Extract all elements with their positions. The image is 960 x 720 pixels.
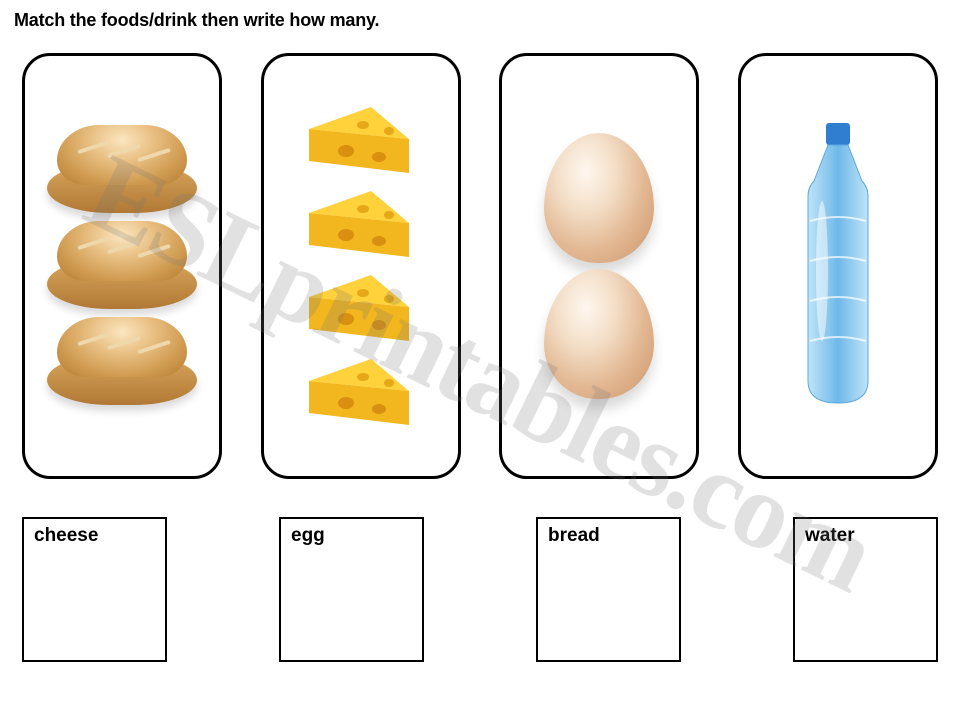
- card-water: [738, 53, 938, 479]
- card-cheese: [261, 53, 461, 479]
- cheese-icon: [301, 185, 421, 263]
- instruction-text: Match the foods/drink then write how man…: [14, 10, 946, 31]
- card-bread: [22, 53, 222, 479]
- answer-box[interactable]: water: [793, 517, 938, 662]
- egg-icon: [544, 133, 654, 263]
- answer-box[interactable]: cheese: [22, 517, 167, 662]
- answer-label: water: [805, 525, 855, 546]
- answer-box[interactable]: egg: [279, 517, 424, 662]
- cheese-icon: [301, 101, 421, 179]
- answer-label: bread: [548, 525, 600, 546]
- egg-icon: [544, 269, 654, 399]
- cheese-icon: [301, 269, 421, 347]
- answer-label: cheese: [34, 525, 98, 546]
- answer-label: egg: [291, 525, 325, 546]
- worksheet-page: Match the foods/drink then write how man…: [0, 0, 960, 720]
- cheese-icon: [301, 353, 421, 431]
- labels-row: cheese egg bread water: [14, 517, 946, 662]
- water-bottle-icon: [792, 121, 884, 411]
- answer-box[interactable]: bread: [536, 517, 681, 662]
- card-egg: [499, 53, 699, 479]
- bread-icon: [47, 317, 197, 407]
- bread-icon: [47, 125, 197, 215]
- bread-icon: [47, 221, 197, 311]
- cards-row: [14, 53, 946, 479]
